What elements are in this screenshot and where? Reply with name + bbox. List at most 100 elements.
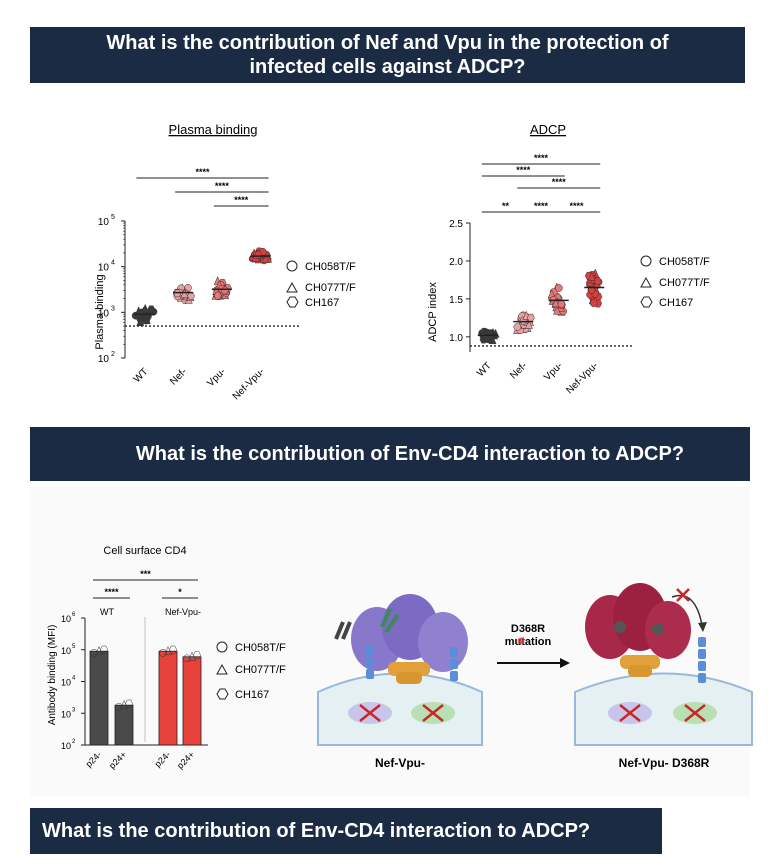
x-tick-label: p24- (84, 749, 104, 769)
mutation-arrow: D368R mutation (497, 623, 570, 668)
y-tick-label: 10 (61, 678, 71, 688)
circle-marker-icon (286, 260, 298, 272)
right-caption: Nef-Vpu- D368R (619, 756, 710, 770)
banner-question-env-cd4: What is the contribution of Env-CD4 inte… (30, 427, 750, 481)
y-tick-exponent: 2 (72, 739, 76, 745)
chart-title: Plasma binding (169, 122, 258, 137)
y-tick-exponent: 4 (72, 676, 76, 682)
y-tick-label: 10 (61, 614, 71, 624)
y-tick-exponent: 2 (111, 351, 115, 358)
data-point (183, 654, 191, 663)
cross-icon (619, 704, 641, 722)
group-label-wt: WT (100, 607, 114, 617)
significance-label: * (178, 587, 182, 597)
significance-label: **** (215, 181, 230, 191)
chart-title: ADCP (530, 122, 566, 137)
data-point (483, 334, 492, 342)
arrow-head-icon (698, 622, 707, 632)
x-tick-label: WT (132, 366, 151, 385)
y-tick-label: 10 (98, 263, 110, 274)
hexagon-marker-icon (286, 296, 299, 308)
y-tick-exponent: 4 (111, 260, 115, 267)
banner-question-env-cd4-bottom: What is the contribution of Env-CD4 inte… (30, 808, 662, 854)
cross-icon (684, 704, 706, 722)
data-point (147, 305, 156, 314)
bar (114, 704, 134, 746)
y-tick-exponent: 3 (111, 305, 115, 312)
cd4-receptor-icon (366, 645, 458, 681)
group-label-nef-vpu: Nef-Vpu- (165, 607, 201, 617)
hexagon-marker-icon (640, 296, 653, 308)
data-point (141, 303, 150, 313)
legend-item: CH077T/F (305, 282, 356, 294)
cross-icon (422, 704, 444, 722)
arrow-head-icon (560, 658, 570, 668)
legend-plasma: CH058T/F CH077T/F CH167 (286, 260, 356, 309)
legend-adcp: CH058T/F CH077T/F CH167 (640, 255, 710, 309)
banner-line-2: infected cells against ADCP? (249, 56, 526, 78)
data-point (254, 250, 263, 259)
legend-item: CH167 (235, 689, 269, 701)
y-tick-exponent: 5 (72, 644, 76, 650)
significance-label: **** (234, 195, 249, 205)
mutation-dot-icon (517, 637, 525, 645)
data-point (220, 286, 229, 295)
y-tick-label: 1.5 (449, 295, 463, 306)
adcp-chart: ADCP ADCP index 1.01.52.02.5 ***********… (427, 122, 632, 396)
data-point (169, 645, 177, 654)
triangle-marker-icon (640, 276, 652, 288)
legend-item: CH058T/F (305, 261, 356, 273)
data-point (589, 299, 598, 307)
significance-label: **** (195, 167, 210, 177)
significance-label: **** (104, 587, 119, 597)
circle-marker-icon (216, 641, 228, 653)
bar (89, 650, 109, 746)
x-tick-label: Vpu- (542, 360, 565, 383)
y-tick-label: 10 (98, 308, 110, 319)
data-point (125, 699, 133, 708)
plasma-binding-chart: Plasma binding Plasma binding 10 210 310 41… (94, 122, 300, 402)
data-point (213, 291, 222, 300)
y-axis-label: Plasma binding (94, 274, 106, 349)
x-tick-label: p24- (153, 749, 173, 769)
y-tick-label: 1.0 (449, 333, 463, 344)
cell-surface-cd4-chart: Cell surface CD4 Antibody binding (MFI) … (47, 545, 208, 771)
y-tick-label: 10 (61, 741, 71, 751)
y-tick-label: 2.0 (449, 257, 463, 268)
y-tick-label: 10 (98, 217, 110, 228)
cell-membrane (317, 672, 483, 746)
mutant-env-trimer-icon (585, 583, 691, 677)
antibody-icon (334, 608, 400, 640)
x-tick-label: p24+ (107, 749, 128, 770)
data-point (557, 300, 566, 308)
legend-item: CH058T/F (235, 642, 286, 654)
cd4-receptor-icon (698, 637, 706, 683)
significance-label: **** (534, 201, 549, 211)
curved-arrow-icon (671, 594, 703, 626)
significance-label: **** (516, 165, 531, 175)
block-cross-icon (676, 588, 690, 602)
x-tick-label: p24+ (175, 749, 196, 770)
data-point (524, 319, 533, 329)
significance-label: **** (552, 177, 567, 187)
data-point (100, 645, 108, 654)
data-point (136, 316, 145, 327)
mutation-label: D368R (511, 623, 545, 635)
x-tick-label: Nef-Vpu- (564, 360, 600, 396)
x-tick-label: Nef- (508, 360, 529, 381)
data-point (551, 298, 560, 308)
x-tick-label: Vpu- (205, 366, 228, 389)
data-point (593, 277, 602, 285)
left-caption: Nef-Vpu- (375, 756, 425, 770)
bottom-figure: Cell surface CD4 Antibody binding (MFI) … (47, 545, 753, 771)
significance-label: **** (569, 201, 584, 211)
y-tick-label: 2.5 (449, 219, 463, 230)
data-point (159, 648, 167, 657)
data-point (180, 288, 189, 298)
legend-item: CH077T/F (659, 277, 710, 289)
y-tick-label: 10 (61, 646, 71, 656)
top-charts: Plasma binding Plasma binding 10 210 310 41… (94, 122, 710, 402)
circle-marker-icon (640, 255, 652, 267)
x-tick-label: Nef-Vpu- (231, 366, 267, 402)
data-point (193, 651, 201, 660)
